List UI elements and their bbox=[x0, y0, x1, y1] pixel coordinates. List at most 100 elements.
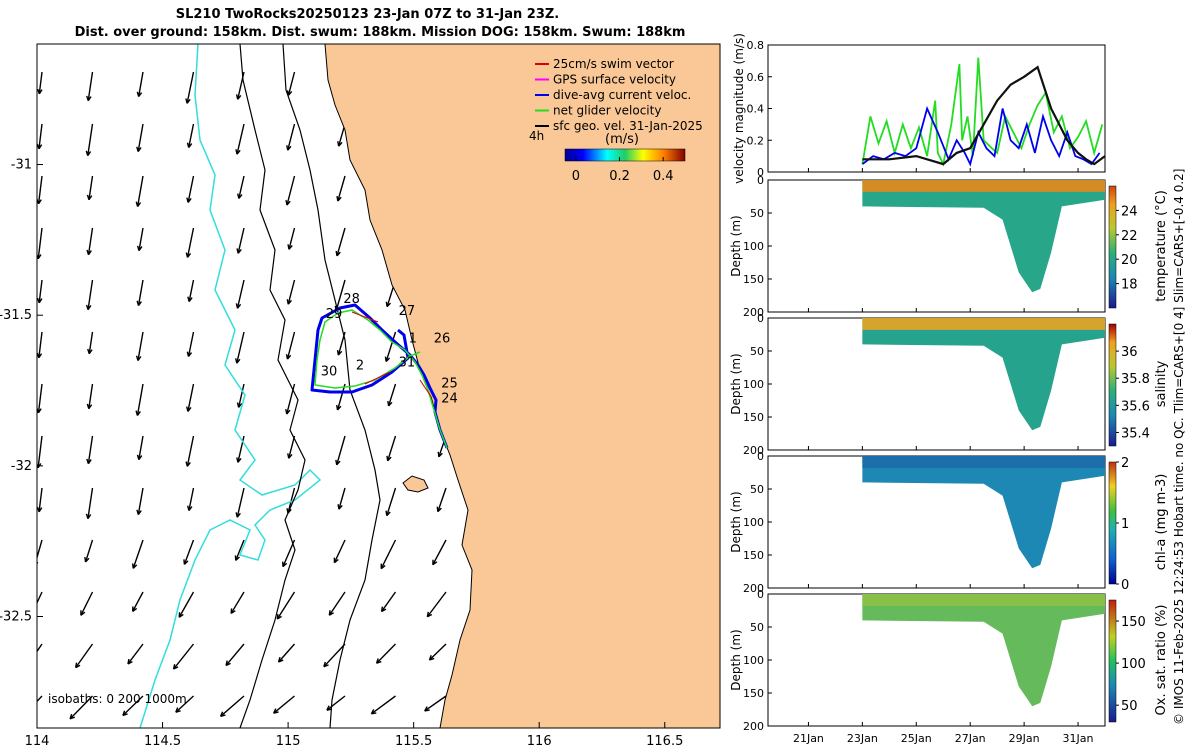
velocity-arrow bbox=[236, 383, 245, 408]
depth-ylabel: Depth (m) bbox=[729, 353, 743, 414]
velocity-arrow bbox=[336, 175, 346, 202]
velocity-arrow bbox=[387, 383, 397, 407]
velocity-arrow bbox=[136, 71, 144, 98]
velocity-arrow bbox=[237, 175, 245, 199]
velocity-arrow bbox=[37, 123, 43, 150]
map-xtick-label: 114 bbox=[25, 734, 50, 749]
velocity-arrow bbox=[385, 487, 397, 517]
depth-tick-label: 50 bbox=[750, 345, 764, 358]
depth-tick-label: 200 bbox=[743, 306, 764, 319]
section-surface-layer bbox=[862, 594, 1105, 606]
colorbar-label: chl-a (mg m-3) bbox=[1154, 474, 1169, 571]
velocity-series-line bbox=[862, 65, 1106, 166]
depth-tick-label: 200 bbox=[743, 582, 764, 595]
depth-tick-label: 0 bbox=[757, 312, 764, 325]
velocity-arrow bbox=[328, 591, 346, 616]
legend-entry: dive-avg current veloc. bbox=[553, 88, 691, 102]
depth-tick-label: 50 bbox=[750, 207, 764, 220]
velocity-arrow bbox=[386, 435, 397, 462]
section-fill bbox=[862, 180, 1105, 293]
velocity-arrow bbox=[380, 591, 397, 613]
velocity-arrow bbox=[74, 643, 94, 669]
velocity-arrow bbox=[230, 591, 245, 615]
velocity-arrow bbox=[87, 331, 94, 355]
depth-tick-label: 50 bbox=[750, 483, 764, 496]
velocity-ytick-label: 0.8 bbox=[747, 39, 765, 52]
time-tick-label: 23Jan bbox=[847, 732, 878, 745]
velocity-arrow bbox=[336, 383, 346, 411]
section-surface-layer bbox=[862, 456, 1105, 468]
colorbar-tick-label: 0.2 bbox=[609, 169, 630, 184]
legend-entry: GPS surface velocity bbox=[553, 73, 676, 87]
colorbar-tick-label: 24 bbox=[1121, 204, 1138, 219]
velocity-arrow bbox=[273, 695, 295, 714]
velocity-arrow bbox=[84, 539, 94, 563]
depth-ylabel: Depth (m) bbox=[729, 491, 743, 552]
section-panel-salinity: 0 50 100 150 200 Depth (m) 35.4 35.6 35.8 36 salin… bbox=[729, 312, 1169, 457]
velocity-arrow bbox=[185, 435, 195, 467]
velocity-arrow bbox=[131, 539, 144, 569]
map-ytick-label: -32.5 bbox=[0, 610, 32, 625]
velocity-arrow bbox=[323, 643, 346, 668]
speed-colorbar-ticks: 0 0.2 0.4 bbox=[572, 157, 674, 184]
velocity-arrow bbox=[85, 279, 94, 311]
colorbar-tick-label: 20 bbox=[1121, 253, 1138, 268]
velocity-arrow bbox=[80, 591, 94, 616]
section-fill bbox=[862, 594, 1105, 707]
shelf-contour bbox=[139, 44, 322, 728]
colorbar-unit-label: (m/s) bbox=[605, 132, 639, 147]
velocity-arrow bbox=[285, 383, 296, 415]
velocity-arrow bbox=[127, 643, 144, 665]
velocity-arrow bbox=[428, 643, 447, 661]
velocity-arrow bbox=[235, 487, 245, 518]
depth-tick-label: 100 bbox=[743, 654, 764, 667]
map-xtick-label: 114.5 bbox=[144, 734, 181, 749]
velocity-arrow bbox=[183, 539, 195, 565]
section-colorbar bbox=[1108, 185, 1117, 309]
section-panel-temperature: 0 50 100 150 200 Depth (m) 18 20 22 24 temperature… bbox=[729, 174, 1169, 319]
depth-tick-label: 0 bbox=[757, 174, 764, 187]
velocity-arrow bbox=[86, 175, 94, 201]
depth-tick-label: 0 bbox=[757, 450, 764, 463]
glider-track-blue bbox=[310, 303, 449, 449]
velocity-arrow bbox=[37, 591, 43, 605]
velocity-arrow bbox=[286, 123, 296, 151]
velocity-arrow bbox=[172, 643, 195, 670]
section-fill bbox=[862, 456, 1105, 569]
velocity-arrow bbox=[235, 279, 245, 309]
velocity-arrow bbox=[86, 71, 94, 102]
velocity-arrow bbox=[135, 175, 144, 207]
velocity-arrow bbox=[37, 695, 43, 703]
velocity-arrow bbox=[131, 591, 144, 612]
time-tick-label: 25Jan bbox=[901, 732, 932, 745]
time-tick-label: 27Jan bbox=[955, 732, 986, 745]
section-colorbar bbox=[1108, 461, 1117, 585]
isobath-200m bbox=[282, 44, 381, 728]
day-label: 31 bbox=[399, 355, 416, 370]
section-panel-chl-a: 0 50 100 150 200 Depth (m) 0 1 2 chl-a (mg m-3) bbox=[729, 450, 1169, 595]
velocity-arrow bbox=[85, 487, 94, 520]
legend-entry: 25cm/s swim vector bbox=[553, 57, 674, 71]
depth-tick-label: 150 bbox=[743, 273, 764, 286]
velocity-arrow bbox=[277, 643, 296, 663]
time-tick-label: 29Jan bbox=[1009, 732, 1040, 745]
section-surface-layer bbox=[862, 318, 1105, 330]
colorbar-tick-label: 35.6 bbox=[1121, 399, 1150, 414]
map-y-axis: -31 -31.5 -32 -32.5 bbox=[0, 158, 43, 625]
velocity-arrow bbox=[337, 487, 346, 510]
depth-tick-label: 150 bbox=[743, 549, 764, 562]
velocity-arrow bbox=[122, 695, 144, 717]
colorbar-tick-label: 100 bbox=[1121, 657, 1146, 672]
day-label: 29 bbox=[326, 307, 343, 322]
section-fill bbox=[862, 318, 1105, 431]
velocity-arrow bbox=[185, 71, 195, 104]
velocity-ytick-label: 0.2 bbox=[747, 134, 765, 147]
map-xtick-label: 116.5 bbox=[646, 734, 683, 749]
time-tick-label: 21Jan bbox=[793, 732, 824, 745]
section-colorbar bbox=[1108, 323, 1117, 447]
velocity-arrow bbox=[370, 695, 396, 715]
velocity-arrow bbox=[335, 227, 346, 257]
speed-colorbar bbox=[564, 148, 686, 162]
